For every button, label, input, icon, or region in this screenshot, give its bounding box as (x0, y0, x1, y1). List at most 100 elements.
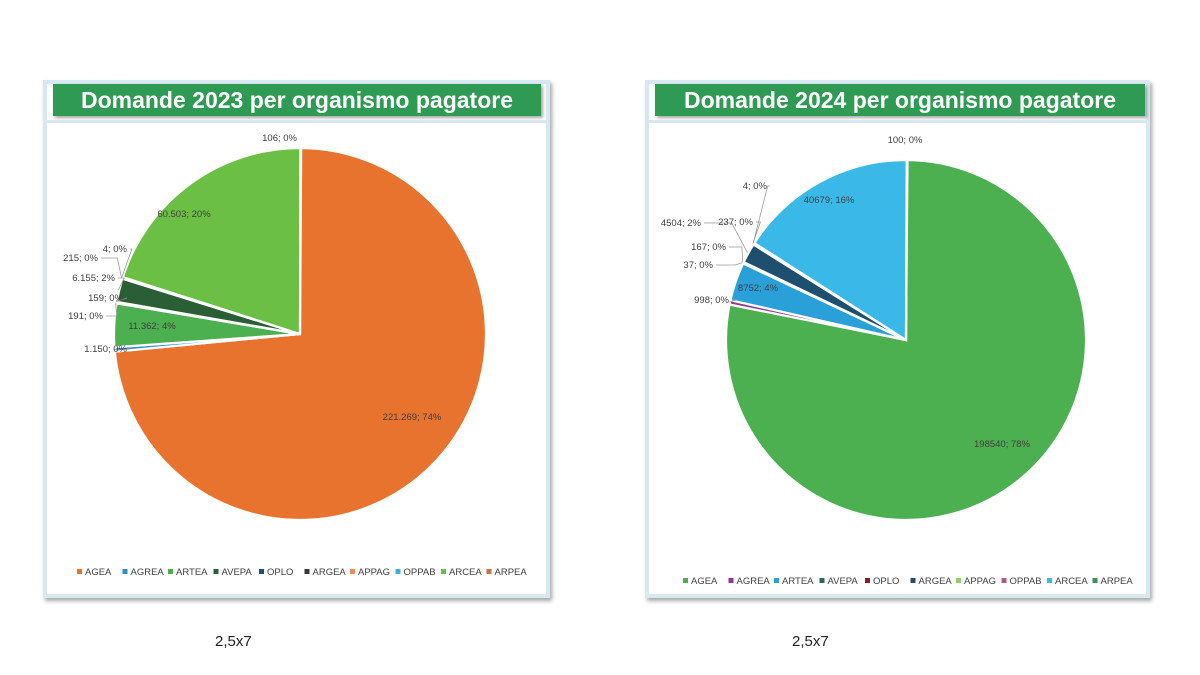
leader-line-agrea (113, 348, 130, 350)
legend-item-arpea: ARPEA (486, 567, 528, 578)
chart-panel-2023: Domande 2023 per organismo pagatore 221.… (43, 80, 550, 598)
legend-label-artea: ARTEA (782, 576, 814, 587)
legend-item-agrea: AGREA (122, 567, 165, 578)
data-labels-2023: 221.269; 74% 1.150; 0% 11.362; 4% 191; 0% 15… (63, 133, 442, 423)
legend-label-avepa: AVEPA (828, 576, 859, 587)
legend-item-artea: ARTEA (168, 567, 208, 578)
legend-swatch-arcea (1047, 578, 1052, 583)
leader-line-agrea (728, 299, 737, 303)
legend-item-argea: ARGEA (304, 567, 347, 578)
legend-swatch-artea (774, 578, 779, 583)
legend-label-oppab: OPPAB (404, 567, 436, 578)
leader-line-oplo (115, 297, 128, 303)
legend-label-arpea: ARPEA (1101, 576, 1134, 587)
leader-line-appag (752, 221, 761, 244)
data-label-avepa: 191; 0% (68, 311, 103, 322)
legend-label-oppab: OPPAB (1010, 576, 1042, 587)
legend-swatch-argea (910, 578, 916, 583)
legend-item-agea: AGEA (77, 567, 112, 578)
pie-chart-2023: 221.269; 74% 1.150; 0% 11.362; 4% 191; 0% 15… (63, 133, 527, 578)
legend-swatch-oppab (395, 569, 401, 574)
legend-label-agrea: AGREA (131, 567, 165, 578)
legend-label-oplo: OPLO (267, 567, 293, 578)
data-label-appag: 215; 0% (63, 253, 98, 264)
legend-label-artea: ARTEA (176, 567, 208, 578)
data-label-arpea: 100; 0% (888, 135, 923, 146)
leader-line-oppab (121, 248, 133, 278)
legend-swatch-appag (956, 578, 961, 583)
chart-panel-2024: Domande 2024 per organismo pagatore 1985… (645, 80, 1150, 598)
legend-swatch-appag (350, 569, 355, 574)
chart-title-2024: Domande 2024 per organismo pagatore (655, 84, 1145, 116)
data-label-arcea: 40679; 16% (804, 195, 855, 206)
data-label-appag: 237; 0% (718, 217, 753, 228)
legend-label-appag: APPAG (964, 576, 996, 587)
leader-line-oplo (729, 246, 744, 263)
data-label-oppab: 4; 0% (103, 244, 128, 255)
legend-label-agrea: AGREA (737, 576, 771, 587)
data-label-oplo: 167; 0% (691, 242, 726, 253)
leader-line-avepa (106, 302, 118, 317)
legend-swatch-agea (77, 569, 82, 574)
legend-label-arcea: ARCEA (1055, 576, 1088, 587)
legend-label-argea: ARGEA (313, 567, 347, 578)
legend-2024: AGEA AGREA ARTEA AVEPA OPLO ARGEA APPAG OPPAB AR… (683, 576, 1133, 587)
legend-swatch-oppab (1001, 578, 1007, 583)
legend-label-agea: AGEA (691, 576, 718, 587)
data-label-argea: 4504; 2% (661, 218, 702, 229)
legend-item-oplo: OPLO (865, 576, 899, 587)
data-label-artea: 11.362; 4% (128, 321, 176, 332)
legend-item-argea: ARGEA (910, 576, 953, 587)
legend-swatch-arpea (486, 569, 492, 574)
legend-label-appag: APPAG (358, 567, 390, 578)
data-label-arcea: 60.503; 20% (157, 209, 211, 220)
legend-item-appag: APPAG (956, 576, 996, 587)
pie-slices-2024 (724, 158, 1088, 522)
data-labels-2024: 198540; 78% 998; 0% 8752; 4% 37; 0% 167; 0% 4… (661, 135, 1031, 450)
data-label-artea: 8752; 4% (738, 283, 779, 294)
legend-label-arpea: ARPEA (495, 567, 528, 578)
legend-swatch-avepa (819, 578, 825, 583)
pie-slice-arcea (121, 146, 302, 336)
legend-swatch-artea (168, 569, 173, 574)
legend-item-appag: APPAG (350, 567, 390, 578)
legend-label-arcea: ARCEA (449, 567, 482, 578)
legend-swatch-arpea (1092, 578, 1098, 583)
pie-slice-agea (724, 158, 1088, 522)
legend-swatch-agrea (728, 578, 734, 583)
legend-label-argea: ARGEA (919, 576, 953, 587)
legend-swatch-oplo (865, 578, 870, 583)
legend-item-agrea: AGREA (728, 576, 771, 587)
leader-line-oppab (752, 185, 770, 243)
legend-item-oppab: OPPAB (395, 567, 436, 578)
legend-item-avepa: AVEPA (213, 567, 253, 578)
legend-item-agea: AGEA (683, 576, 718, 587)
legend-2023: AGEA AGREA ARTEA AVEPA OPLO ARGEA APPAG OPPAB AR… (77, 567, 527, 578)
leader-line-argea (704, 222, 748, 253)
legend-item-avepa: AVEPA (819, 576, 859, 587)
data-label-agrea: 998; 0% (694, 295, 729, 306)
legend-swatch-avepa (213, 569, 219, 574)
chart-title-2023: Domande 2023 per organismo pagatore (53, 84, 541, 116)
plot-area-2024: 198540; 78% 998; 0% 8752; 4% 37; 0% 167; 0% 4… (649, 120, 1146, 594)
legend-item-arcea: ARCEA (441, 567, 482, 578)
leader-line-argea (117, 277, 125, 291)
pie-slice-arpea (298, 146, 303, 335)
legend-swatch-oplo (259, 569, 264, 574)
data-label-oplo: 159; 0% (88, 293, 123, 304)
legend-item-oplo: OPLO (259, 567, 293, 578)
legend-swatch-agea (683, 578, 688, 583)
size-note-left: 2,5x7 (215, 633, 252, 650)
data-label-oppab: 4; 0% (743, 181, 768, 192)
leader-line-appag (101, 257, 122, 278)
legend-item-arcea: ARCEA (1047, 576, 1088, 587)
legend-swatch-argea (304, 569, 310, 574)
pie-slices-2023 (112, 146, 488, 522)
legend-label-oplo: OPLO (873, 576, 899, 587)
legend-item-arpea: ARPEA (1092, 576, 1134, 587)
legend-label-agea: AGEA (85, 567, 112, 578)
data-label-avepa: 37; 0% (683, 260, 713, 271)
legend-swatch-agrea (122, 569, 128, 574)
legend-label-avepa: AVEPA (222, 567, 253, 578)
pie-chart-2024: 198540; 78% 998; 0% 8752; 4% 37; 0% 167; 0% 4… (661, 135, 1134, 587)
